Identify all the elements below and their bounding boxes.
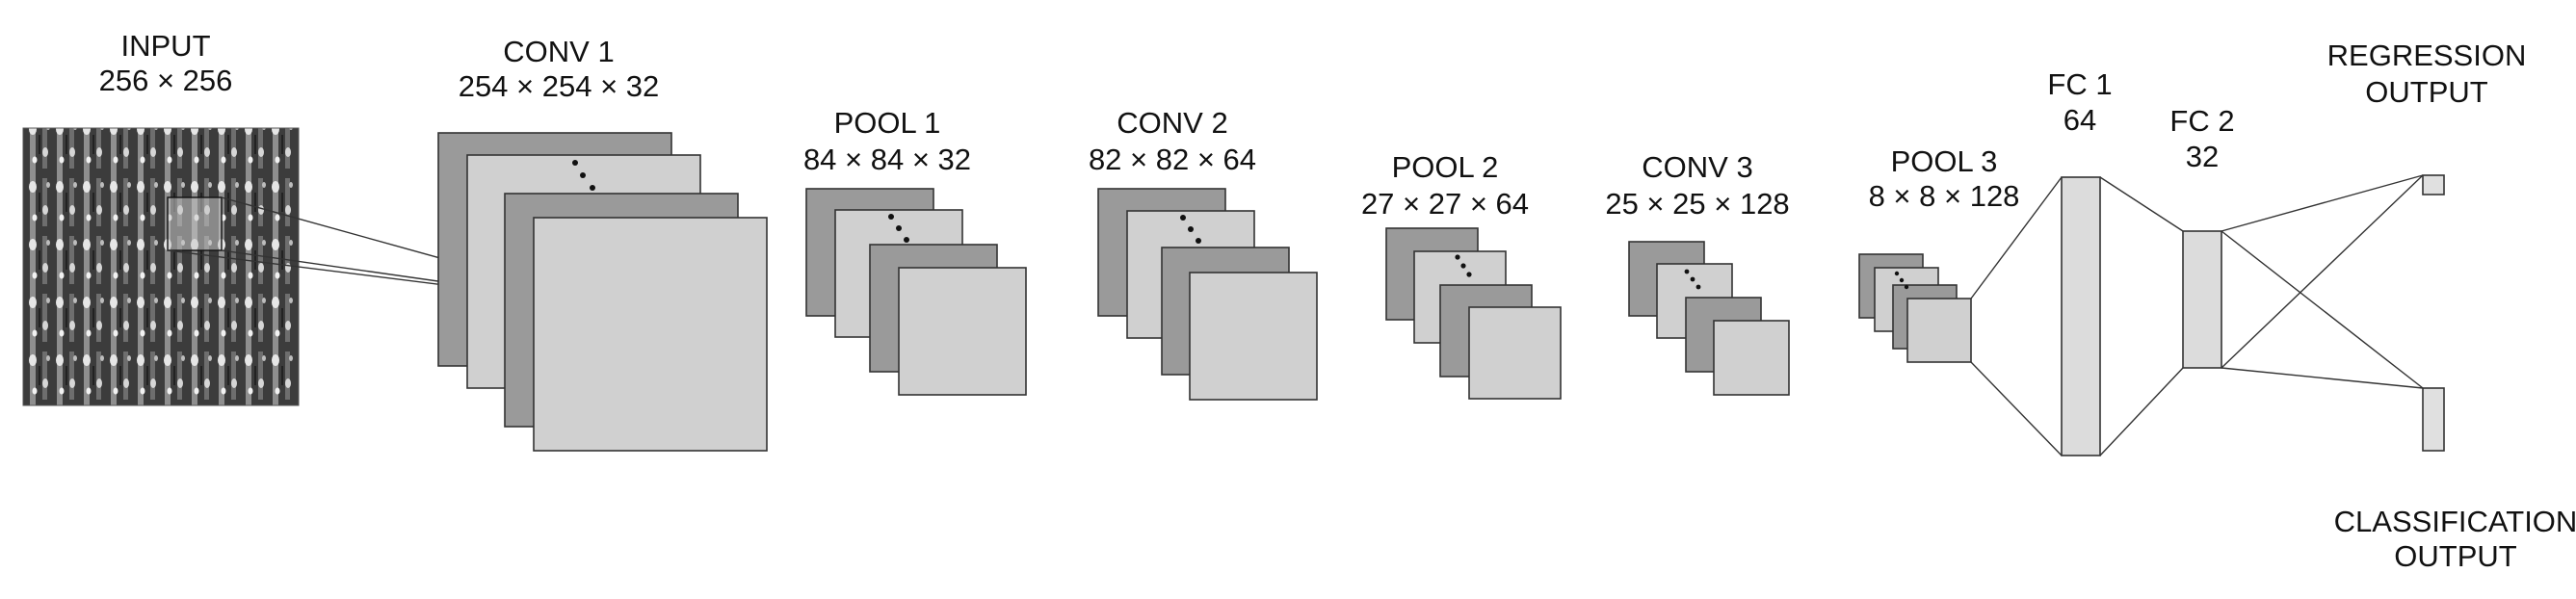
pool1-map-4 — [898, 267, 1027, 396]
ellipsis-icon — [1455, 254, 1472, 277]
conv1-dims: 254 × 254 × 32 — [459, 69, 660, 103]
regression-output: REGRESSION OUTPUT — [2327, 39, 2527, 195]
fc2-output-connections — [2221, 174, 2424, 389]
conv2-dims: 82 × 82 × 64 — [1089, 143, 1256, 176]
ellipsis-icon — [1684, 269, 1701, 290]
input-image — [22, 127, 300, 406]
input-label: INPUT — [121, 29, 211, 63]
fc1-label: FC 1 — [2047, 67, 2112, 101]
conv3-dims: 25 × 25 × 128 — [1605, 187, 1789, 221]
conv1-map-4 — [533, 217, 768, 452]
conv3-layer: CONV 3 25 × 25 × 128 — [1605, 150, 1790, 396]
classification-output: CLASSIFICATION OUTPUT — [2334, 387, 2576, 573]
pool2-dims: 27 × 27 × 64 — [1361, 187, 1529, 221]
ellipsis-icon — [1180, 215, 1201, 244]
fc1-fc2-connections — [2099, 176, 2184, 456]
pool3-layer: POOL 3 8 × 8 × 128 — [1858, 144, 2020, 363]
classification-label-line2: OUTPUT — [2394, 539, 2517, 573]
fc2-layer: FC 2 32 — [2169, 104, 2235, 369]
pool1-layer: POOL 1 84 × 84 × 32 — [803, 106, 1027, 396]
conv2-label: CONV 2 — [1117, 106, 1227, 140]
conv1-label: CONV 1 — [503, 35, 614, 68]
pool3-label: POOL 3 — [1891, 144, 1998, 178]
regression-label-line2: OUTPUT — [2365, 75, 2488, 109]
pool3-fc1-connections — [1970, 176, 2063, 456]
pool1-label: POOL 1 — [834, 106, 941, 140]
pool3-dims: 8 × 8 × 128 — [1869, 179, 2020, 213]
conv1-layer: CONV 1 254 × 254 × 32 — [437, 35, 768, 452]
fc2-label: FC 2 — [2169, 104, 2234, 138]
receptive-field — [167, 196, 223, 251]
conv3-map-4 — [1713, 320, 1790, 396]
ellipsis-icon — [572, 160, 595, 191]
regression-output-node — [2422, 174, 2445, 195]
conv2-map-4 — [1189, 272, 1318, 401]
input-layer: INPUT 256 × 256 — [22, 29, 300, 406]
ellipsis-icon — [1894, 271, 1909, 290]
fc1-dims: 64 — [2063, 103, 2096, 137]
conv3-label: CONV 3 — [1642, 150, 1752, 184]
fc1-layer: FC 1 64 — [2047, 67, 2113, 456]
regression-label-line1: REGRESSION — [2327, 39, 2527, 72]
pool1-dims: 84 × 84 × 32 — [803, 143, 971, 176]
pool2-label: POOL 2 — [1392, 150, 1499, 184]
pool3-map-4 — [1906, 298, 1972, 363]
ellipsis-icon — [888, 214, 909, 243]
input-dims: 256 × 256 — [99, 64, 233, 97]
classification-label-line1: CLASSIFICATION — [2334, 505, 2576, 538]
pool2-map-4 — [1468, 306, 1562, 400]
fc1-bar — [2061, 176, 2101, 456]
conv2-layer: CONV 2 82 × 82 × 64 — [1089, 106, 1318, 401]
fc2-dims: 32 — [2186, 140, 2219, 173]
pool2-layer: POOL 2 27 × 27 × 64 — [1361, 150, 1562, 400]
classification-output-node — [2422, 387, 2445, 452]
fc2-bar — [2182, 230, 2222, 369]
